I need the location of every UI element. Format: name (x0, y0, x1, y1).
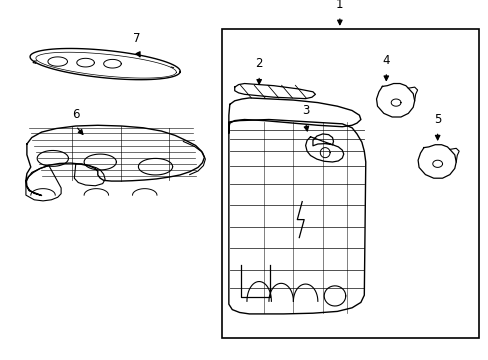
Text: 4: 4 (382, 54, 389, 67)
Bar (222, 29, 478, 338)
Text: 5: 5 (433, 113, 441, 126)
Polygon shape (376, 84, 414, 117)
Polygon shape (26, 125, 204, 195)
Text: 7: 7 (133, 32, 141, 45)
Polygon shape (30, 49, 180, 80)
Polygon shape (417, 145, 455, 178)
Text: 2: 2 (255, 57, 263, 70)
Polygon shape (305, 134, 343, 162)
Text: 3: 3 (301, 104, 309, 117)
Text: 6: 6 (72, 108, 80, 121)
Polygon shape (234, 84, 315, 99)
Text: 1: 1 (335, 0, 343, 11)
Polygon shape (228, 120, 365, 314)
Polygon shape (228, 98, 360, 133)
Polygon shape (74, 164, 105, 186)
Polygon shape (26, 166, 61, 201)
